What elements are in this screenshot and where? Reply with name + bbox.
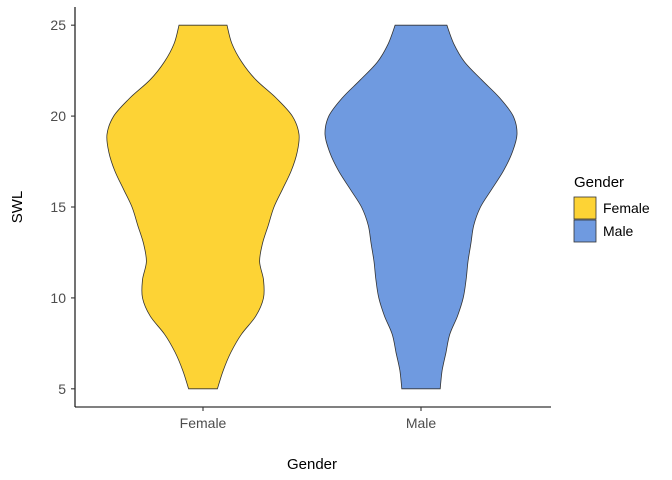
y-tick-label: 25 <box>50 17 66 33</box>
y-ticks: 5 10 15 20 25 <box>50 17 75 397</box>
legend-key-female <box>573 196 597 220</box>
legend-key-male <box>573 219 597 243</box>
violins-layer <box>106 24 518 390</box>
x-tick-label: Female <box>180 415 227 431</box>
x-tick-label: Male <box>406 415 437 431</box>
x-axis-title: Gender <box>287 456 337 473</box>
legend: Gender Female Male <box>573 174 650 243</box>
violin-male <box>324 24 518 390</box>
x-ticks: Female Male <box>180 407 437 431</box>
legend-label-female: Female <box>603 200 650 216</box>
y-axis-title: SWL <box>9 191 26 224</box>
y-tick-label: 10 <box>50 290 66 306</box>
legend-title: Gender <box>574 174 624 191</box>
y-tick-label: 15 <box>50 199 66 215</box>
y-tick-label: 20 <box>50 108 66 124</box>
legend-items: Female Male <box>573 196 650 243</box>
legend-label-male: Male <box>603 223 634 239</box>
y-tick-label: 5 <box>58 381 66 397</box>
violin-female <box>106 24 300 390</box>
